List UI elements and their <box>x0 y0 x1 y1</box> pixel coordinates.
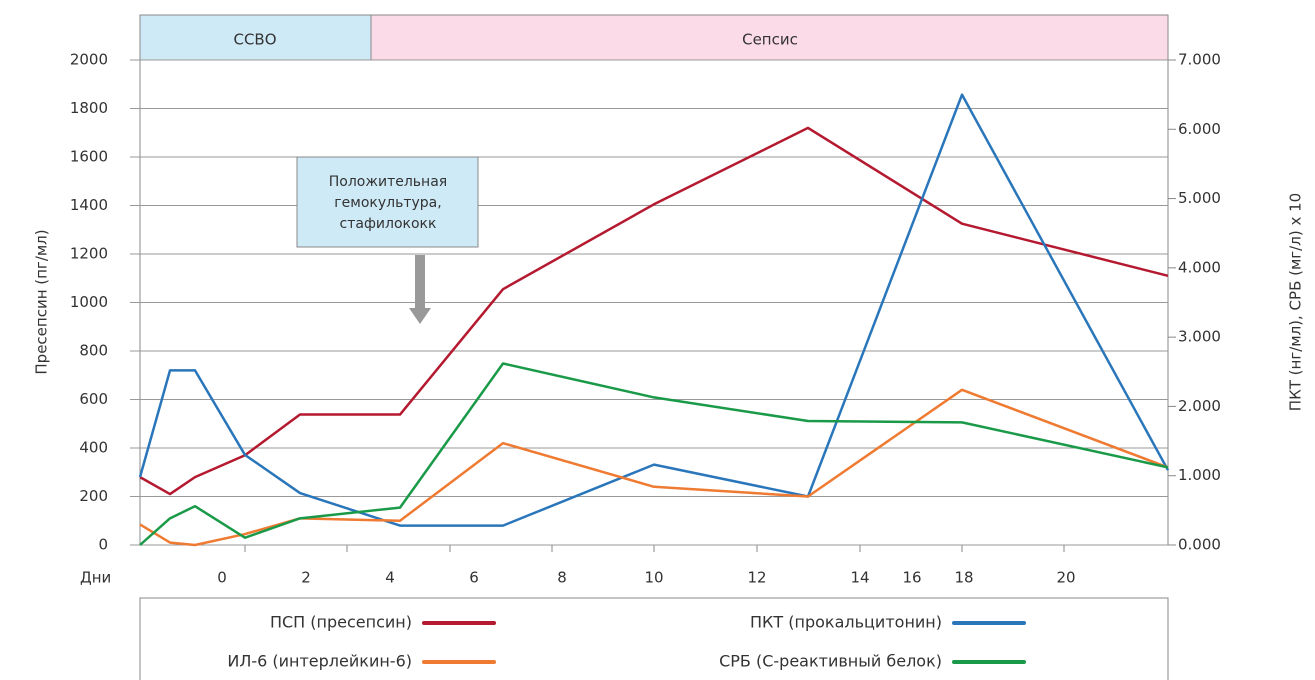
x-tick-label: 20 <box>1056 569 1075 587</box>
arrow-shaft <box>415 255 425 310</box>
y-tick-label: 1000 <box>70 293 108 311</box>
arrow-head <box>409 308 431 324</box>
legend-label: ПКТ (прокальцитонин) <box>750 613 942 632</box>
series-line <box>138 93 1170 527</box>
x-tick-label: 12 <box>747 569 766 587</box>
legend-label: СРБ (С-реактивный белок) <box>719 652 942 671</box>
y2-tick-label: 7.000 <box>1178 51 1221 69</box>
x-tick-label: 0 <box>217 569 227 587</box>
x-tick-label: 8 <box>557 569 567 587</box>
x-tick-label: 6 <box>469 569 479 587</box>
x-tick-label: 16 <box>902 569 921 587</box>
phase-band <box>139 14 372 61</box>
x-tick-label: 14 <box>850 569 869 587</box>
y-tick-label: 1400 <box>70 196 108 214</box>
y-tick-label: 800 <box>79 342 108 360</box>
y2-tick-label: 0.000 <box>1178 536 1221 554</box>
y-tick-label: 400 <box>79 439 108 457</box>
y-tick-label: 0 <box>98 536 108 554</box>
x-tick-label: 4 <box>385 569 395 587</box>
y-axis-label: Пресепсин (пг/мл) <box>33 229 51 374</box>
legend <box>139 597 1169 680</box>
y2-axis-label: ПКТ (нг/мл), СРБ (мг/л) х 10 <box>1287 193 1305 411</box>
phase-label: Сепсис <box>742 31 798 49</box>
legend-label: ИЛ-6 (интерлейкин-6) <box>227 652 412 671</box>
x-tick-label: 18 <box>954 569 973 587</box>
y2-tick-label: 2.000 <box>1178 397 1221 415</box>
legend-label: ПСП (пресепсин) <box>270 613 412 632</box>
annotation-box <box>296 156 479 248</box>
x-tick-label: 2 <box>301 569 311 587</box>
series-line <box>139 126 1169 496</box>
x-axis-label: Дни <box>80 569 111 587</box>
annotation-text: гемокультура, <box>334 195 441 211</box>
y-tick-label: 200 <box>79 487 108 505</box>
y2-tick-label: 1.000 <box>1178 466 1221 484</box>
phase-label: ССВО <box>233 31 276 49</box>
y2-tick-label: 3.000 <box>1178 328 1221 346</box>
y-tick-label: 1200 <box>70 245 108 263</box>
y2-tick-label: 6.000 <box>1178 120 1221 138</box>
series-line <box>139 362 1169 546</box>
y2-tick-label: 4.000 <box>1178 258 1221 276</box>
x-tick-label: 10 <box>644 569 663 587</box>
y-tick-label: 1800 <box>70 99 108 117</box>
y-tick-label: 600 <box>79 390 108 408</box>
annotation-text: Положительная <box>329 174 447 190</box>
y2-tick-label: 5.000 <box>1178 189 1221 207</box>
y-tick-label: 2000 <box>70 51 108 69</box>
series-line <box>139 388 1169 547</box>
y-tick-label: 1600 <box>70 148 108 166</box>
annotation-text: стафилококк <box>340 216 437 232</box>
phase-band <box>370 14 1169 61</box>
